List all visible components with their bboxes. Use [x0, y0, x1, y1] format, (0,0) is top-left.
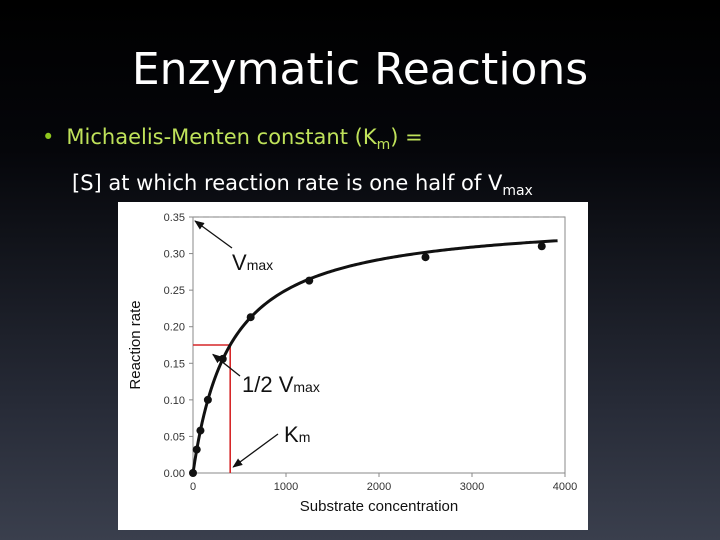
- vmax-annotation-label-sub: max: [247, 257, 273, 273]
- vmax-annotation-label: Vmax: [232, 250, 273, 275]
- data-point: [196, 426, 205, 435]
- data-point: [246, 313, 255, 322]
- x-axis-label: Substrate concentration: [300, 498, 458, 515]
- data-point: [421, 253, 430, 262]
- data-point: [305, 276, 314, 285]
- y-tick-label: 0.15: [164, 358, 185, 370]
- half-vmax-annotation-label-main: 1/2 V: [242, 372, 294, 397]
- chart-series: [189, 239, 558, 477]
- y-tick-label: 0.30: [164, 249, 185, 261]
- bullet-km-suffix: ) =: [390, 125, 423, 149]
- rate-curve: [191, 239, 558, 474]
- bullet-list: • Michaelis-Menten constant (Km) = [S] at…: [42, 118, 702, 210]
- half-vmax-annotation-arrow: [212, 353, 241, 377]
- x-tick-label: 2000: [367, 481, 391, 493]
- half-vmax-annotation-label-sub: max: [293, 379, 319, 395]
- bullet-item-continuation: [S] at which reaction rate is one half o…: [42, 164, 702, 210]
- slide-title: Enzymatic Reactions: [131, 44, 589, 95]
- data-point: [192, 445, 201, 454]
- bullet-item-km-definition: • Michaelis-Menten constant (Km) =: [42, 118, 702, 164]
- x-tick-label: 4000: [553, 481, 577, 493]
- vmax-annotation-arrow: [194, 220, 233, 249]
- bullet-continuation-subscript: max: [502, 183, 533, 199]
- km-annotation-arrow: [232, 433, 279, 468]
- y-tick-label: 0.10: [164, 395, 185, 407]
- bullet-dot-icon: •: [42, 125, 55, 149]
- vmax-annotation-label-main: V: [232, 250, 247, 275]
- y-axis-label: Reaction rate: [127, 300, 144, 389]
- x-tick-label: 0: [190, 481, 196, 493]
- bullet-continuation-text: [S] at which reaction rate is one half o…: [72, 171, 503, 195]
- km-annotation-label-main: K: [284, 422, 299, 447]
- data-point: [537, 242, 546, 251]
- plot-frame: [192, 216, 566, 474]
- chart-svg: 0.00 0.05 0.10 0.15 0.20 0.25 0.30 0.35 0 1000 200…: [127, 212, 577, 515]
- y-tick-label: 0.05: [164, 431, 185, 443]
- bullet-km-subscript: m: [376, 137, 391, 153]
- km-annotation-label-sub: m: [299, 429, 311, 445]
- y-tick-label: 0.35: [164, 212, 185, 224]
- y-tick-label: 0.20: [164, 322, 185, 334]
- km-annotation-label: Km: [284, 422, 310, 447]
- y-tick-label: 0.25: [164, 285, 185, 297]
- michaelis-menten-chart: 0.00 0.05 0.10 0.15 0.20 0.25 0.30 0.35 0 1000 200…: [118, 202, 588, 530]
- data-point: [189, 469, 197, 477]
- bullet-km-prefix: Michaelis-Menten constant (K: [66, 125, 377, 149]
- x-tick-label: 1000: [274, 481, 298, 493]
- data-point: [203, 395, 212, 404]
- chart-guides: [193, 216, 565, 473]
- x-tick-label: 3000: [460, 481, 484, 493]
- half-vmax-annotation-label: 1/2 Vmax: [242, 372, 320, 397]
- y-tick-label: 0.00: [164, 468, 185, 480]
